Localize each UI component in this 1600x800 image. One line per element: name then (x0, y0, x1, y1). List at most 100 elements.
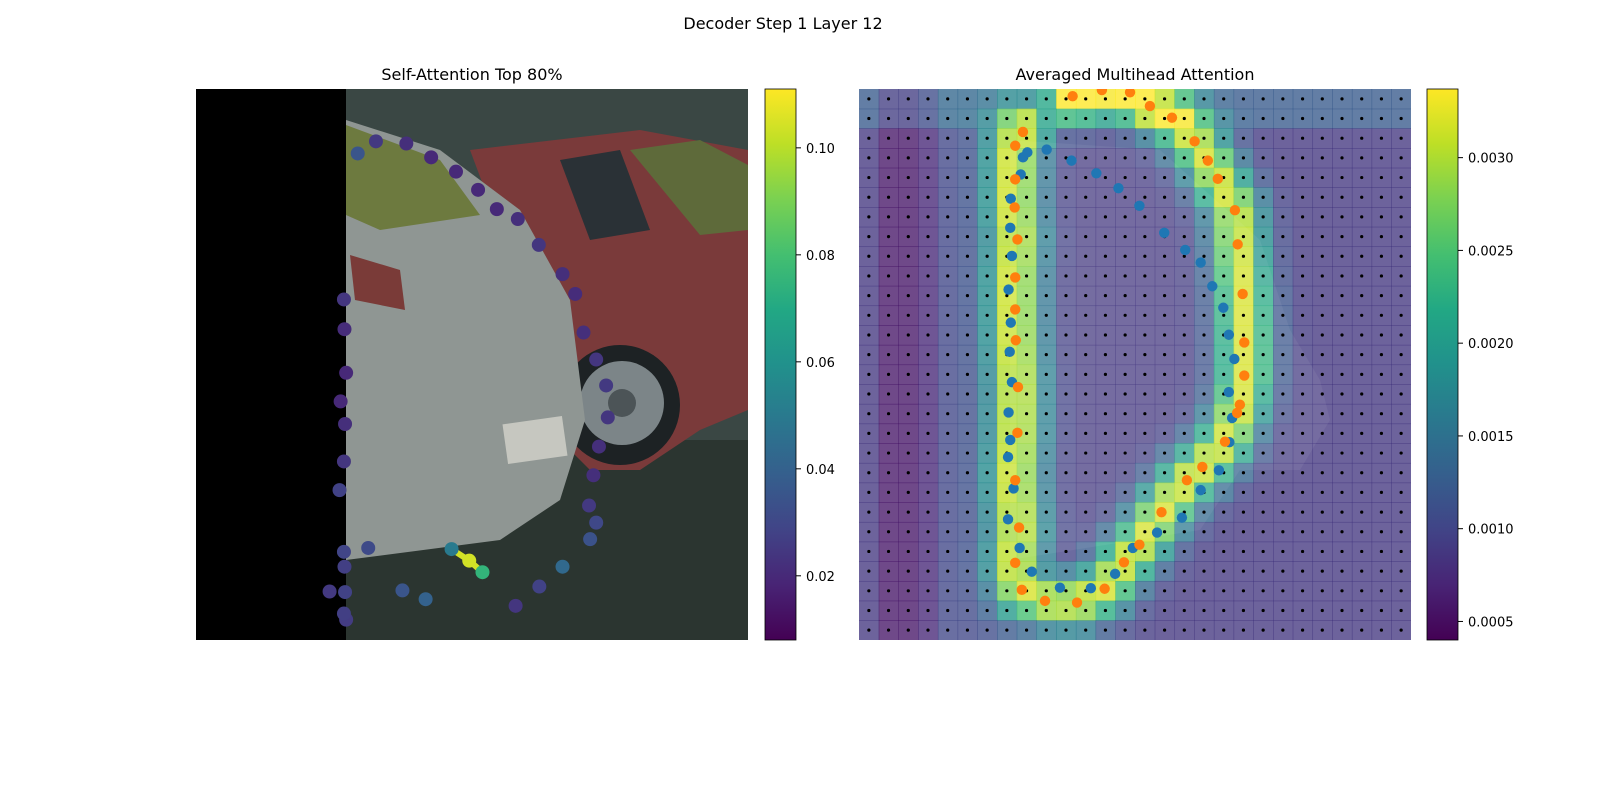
grid-dot (1340, 392, 1344, 396)
grid-dot (1064, 333, 1068, 337)
grid-dot (946, 589, 950, 593)
grid-dot (965, 274, 970, 278)
grid-dot (1005, 156, 1009, 160)
grid-dot (946, 116, 950, 121)
grid-dot (1202, 451, 1206, 455)
grid-dot (1202, 274, 1206, 278)
grid-dot (1241, 412, 1246, 416)
grid-dot (965, 254, 970, 258)
grid-dot (1044, 392, 1048, 396)
grid-dot (1340, 569, 1344, 573)
grid-dot (1222, 510, 1226, 514)
grid-dot (1123, 313, 1127, 317)
grid-dot (1340, 353, 1344, 357)
grid-dot (1281, 195, 1285, 199)
grid-dot (985, 333, 989, 337)
reference-point (1207, 281, 1218, 292)
grid-dot (1202, 215, 1206, 219)
grid-dot (1261, 392, 1265, 396)
grid-dot (1360, 628, 1364, 632)
colorbar-tick-label: 0.02 (806, 570, 835, 585)
grid-dot (1084, 97, 1088, 101)
reference-point (1109, 568, 1121, 580)
grid-dot (965, 156, 970, 160)
grid-dot (1320, 530, 1324, 534)
grid-dot (1241, 175, 1246, 180)
grid-dot (1103, 175, 1108, 180)
grid-dot (1340, 156, 1344, 160)
attention-point (322, 584, 337, 599)
grid-dot (1162, 608, 1167, 613)
grid-dot (1064, 589, 1068, 593)
grid-dot (1320, 372, 1324, 376)
grid-dot (985, 471, 989, 475)
attention-point (475, 565, 490, 580)
grid-dot (1182, 136, 1186, 140)
grid-dot (1320, 97, 1324, 101)
grid-dot (1024, 608, 1029, 613)
grid-dot (1162, 589, 1167, 593)
grid-dot (1162, 569, 1167, 573)
grid-dot (906, 175, 910, 180)
reference-point (1223, 386, 1235, 398)
grid-dot (985, 372, 989, 376)
grid-dot (1261, 451, 1265, 455)
grid-dot (867, 175, 871, 180)
grid-dot (1320, 215, 1324, 219)
grid-dot (1005, 589, 1009, 593)
grid-dot (1222, 294, 1226, 298)
grid-dot (1261, 97, 1265, 101)
attention-point (531, 237, 546, 252)
grid-dot (1222, 274, 1226, 278)
grid-dot (1162, 353, 1167, 357)
grid-dot (1281, 569, 1285, 573)
grid-dot (1261, 136, 1265, 140)
grid-dot (985, 608, 989, 613)
grid-dot (1103, 569, 1108, 573)
grid-dot (1162, 136, 1167, 140)
grid-dot (946, 471, 950, 475)
grid-dot (906, 274, 910, 278)
grid-dot (1281, 274, 1285, 278)
grid-dot (1005, 392, 1009, 396)
grid-dot (1202, 628, 1206, 632)
grid-dot (1005, 530, 1009, 534)
grid-dot (1084, 412, 1088, 416)
grid-dot (1024, 372, 1029, 376)
grid-dot (946, 569, 950, 573)
grid-dot (926, 294, 930, 298)
grid-dot (1143, 215, 1147, 219)
colorbar-tick-label: 0.0030 (1468, 152, 1514, 167)
grid-dot (1399, 431, 1403, 435)
grid-dot (1379, 254, 1384, 258)
predicted-point (1118, 557, 1130, 568)
grid-dot (886, 274, 891, 278)
grid-dot (1202, 431, 1206, 435)
grid-dot (1379, 294, 1384, 298)
grid-dot (965, 530, 970, 534)
grid-dot (1320, 333, 1324, 337)
grid-dot (1202, 313, 1206, 317)
grid-dot (965, 392, 970, 396)
grid-dot (906, 589, 910, 593)
grid-dot (1281, 215, 1285, 219)
grid-dot (1182, 549, 1186, 554)
grid-dot (1340, 195, 1344, 199)
grid-dot (1300, 451, 1305, 455)
grid-dot (1222, 136, 1226, 140)
grid-dot (1261, 412, 1265, 416)
grid-dot (886, 175, 891, 180)
grid-dot (1379, 195, 1384, 199)
grid-dot (1084, 569, 1088, 573)
predicted-point (1012, 381, 1024, 393)
predicted-point (1010, 475, 1021, 486)
predicted-point (1013, 522, 1025, 533)
grid-dot (926, 313, 930, 317)
grid-dot (1044, 530, 1048, 534)
grid-dot (1300, 175, 1305, 180)
grid-dot (1084, 215, 1088, 219)
grid-dot (1202, 116, 1206, 121)
grid-dot (946, 530, 950, 534)
grid-dot (1261, 353, 1265, 357)
grid-dot (1044, 372, 1048, 376)
